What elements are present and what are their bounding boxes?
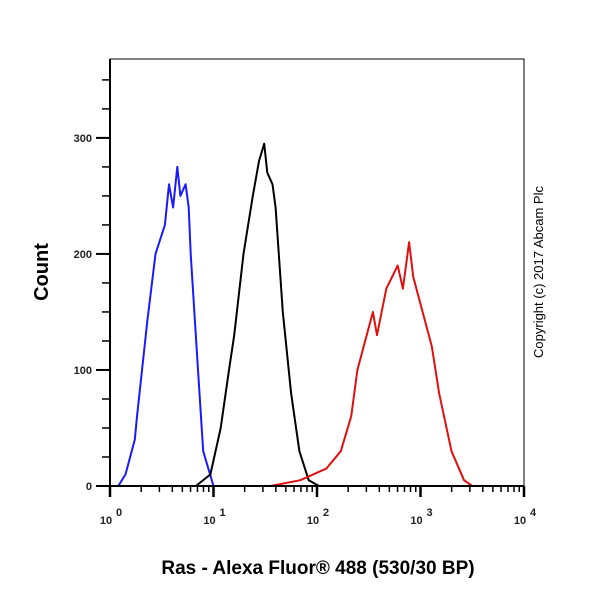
x-tick-label: 10 xyxy=(410,515,422,527)
x-tick-label: 10 xyxy=(514,515,526,527)
x-tick-exponent: 1 xyxy=(220,507,226,519)
y-axis-label: Count xyxy=(31,243,53,301)
x-tick-label: 10 xyxy=(203,515,215,527)
copyright-annotation: Copyright (c) 2017 Abcam Plc xyxy=(531,186,546,358)
series-line-red xyxy=(110,241,524,487)
y-tick-label: 100 xyxy=(74,365,92,377)
x-tick-exponent: 2 xyxy=(323,507,329,519)
x-tick-label: 10 xyxy=(307,515,319,527)
series-line-black xyxy=(110,142,524,487)
y-tick-label: 0 xyxy=(86,481,92,493)
x-tick-exponent: 0 xyxy=(116,507,122,519)
series-line-blue xyxy=(110,165,524,487)
y-tick-label: 200 xyxy=(74,249,92,261)
x-tick-exponent: 3 xyxy=(427,507,433,519)
x-tick-exponent: 4 xyxy=(530,507,537,519)
x-axis-label: Ras - Alexa Fluor® 488 (530/30 BP) xyxy=(161,558,474,579)
y-tick-label: 300 xyxy=(74,133,92,145)
x-tick-label: 10 xyxy=(100,515,112,527)
plot-frame xyxy=(109,58,525,487)
